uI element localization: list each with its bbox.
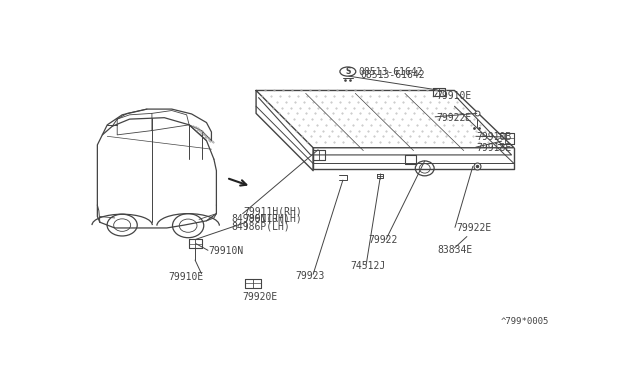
Text: 79911J(LH): 79911J(LH): [244, 214, 303, 224]
Text: 79911H(RH): 79911H(RH): [244, 206, 303, 217]
Text: 84986P(LH): 84986P(LH): [231, 222, 290, 231]
Text: S: S: [345, 67, 351, 76]
Text: 83834E: 83834E: [437, 245, 472, 255]
Text: 79910N: 79910N: [208, 246, 243, 256]
Text: 79922E: 79922E: [436, 113, 472, 123]
Text: 79923: 79923: [296, 271, 325, 281]
Text: 84986N(RH): 84986N(RH): [231, 214, 290, 224]
Text: 79920E: 79920E: [243, 292, 278, 302]
Text: 08513-61642: 08513-61642: [360, 70, 425, 80]
Text: 79910E: 79910E: [436, 91, 472, 101]
Text: 79922: 79922: [369, 235, 398, 245]
Text: ^799*0005: ^799*0005: [500, 317, 548, 326]
Text: 79910B: 79910B: [477, 132, 512, 142]
Text: 79910E: 79910E: [168, 272, 204, 282]
Text: 08513-61642: 08513-61642: [359, 67, 424, 77]
Text: 79922E: 79922E: [456, 223, 492, 233]
Text: 74512J: 74512J: [350, 261, 385, 271]
Text: 79918E: 79918E: [477, 143, 512, 153]
